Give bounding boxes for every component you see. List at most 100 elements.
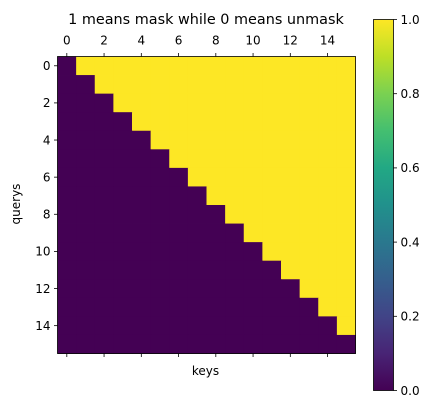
heatmap-cell — [318, 242, 338, 262]
heatmap-frame — [57, 56, 356, 354]
heatmap-cell — [57, 130, 77, 150]
heatmap-cell — [132, 316, 152, 336]
heatmap-cell — [336, 242, 356, 262]
heatmap-cell — [206, 149, 226, 169]
heatmap-cell — [169, 316, 189, 336]
heatmap-cell — [206, 242, 226, 262]
heatmap-cell — [169, 279, 189, 299]
heatmap-cell — [132, 167, 152, 187]
heatmap-cell — [243, 167, 263, 187]
heatmap-cell — [57, 316, 77, 336]
heatmap-cell — [225, 56, 245, 76]
heatmap-cell — [113, 75, 133, 95]
y-tick-label: 2 — [43, 96, 51, 110]
heatmap-cell — [113, 242, 133, 262]
heatmap-cell — [262, 149, 282, 169]
heatmap-cell — [262, 297, 282, 317]
heatmap-cell — [281, 260, 301, 280]
heatmap-cell — [169, 186, 189, 206]
heatmap-cell — [76, 242, 96, 262]
colorbar-tick-label: 0.4 — [401, 235, 420, 249]
heatmap-cell — [318, 167, 338, 187]
heatmap-cell — [132, 334, 152, 354]
heatmap-cell — [243, 56, 263, 76]
heatmap-cell — [281, 93, 301, 113]
heatmap-cell — [150, 223, 170, 243]
heatmap-cell — [113, 223, 133, 243]
heatmap-cell — [243, 297, 263, 317]
heatmap-cell — [57, 167, 77, 187]
heatmap-cell — [318, 75, 338, 95]
heatmap-cell — [187, 167, 207, 187]
heatmap-cell — [76, 75, 96, 95]
y-axis-label: querys — [9, 184, 23, 225]
heatmap-cell — [169, 242, 189, 262]
heatmap-cell — [243, 334, 263, 354]
heatmap-cell — [262, 75, 282, 95]
heatmap-cell — [94, 279, 114, 299]
heatmap-cell — [150, 242, 170, 262]
heatmap-cell — [336, 297, 356, 317]
heatmap-cell — [318, 297, 338, 317]
heatmap-cell — [318, 205, 338, 224]
heatmap-cell — [281, 334, 301, 354]
y-tick-label: 4 — [43, 133, 51, 147]
x-tick-label: 2 — [100, 34, 108, 48]
heatmap-cell — [299, 186, 319, 206]
heatmap-cell — [318, 316, 338, 336]
heatmap-cell — [206, 260, 226, 280]
heatmap-cell — [262, 279, 282, 299]
heatmap-cell — [132, 297, 152, 317]
heatmap-cell — [299, 242, 319, 262]
heatmap-cell — [150, 260, 170, 280]
colorbar-tick-label: 0.0 — [401, 384, 420, 398]
heatmap-cell — [187, 130, 207, 150]
heatmap-cell — [76, 223, 96, 243]
heatmap-cell — [318, 279, 338, 299]
heatmap-cell — [57, 260, 77, 280]
heatmap-cell — [150, 279, 170, 299]
heatmap-cell — [225, 242, 245, 262]
heatmap-cell — [94, 316, 114, 336]
heatmap-cell — [113, 316, 133, 336]
heatmap-cell — [187, 297, 207, 317]
heatmap-cell — [94, 334, 114, 354]
heatmap-cell — [336, 56, 356, 76]
heatmap-cell — [225, 167, 245, 187]
heatmap-cell — [76, 186, 96, 206]
heatmap-cell — [113, 186, 133, 206]
heatmap-cell — [187, 279, 207, 299]
y-tick-label: 10 — [35, 245, 50, 259]
heatmap-cell — [243, 316, 263, 336]
heatmap-cell — [169, 112, 189, 132]
heatmap-cell — [94, 56, 114, 76]
heatmap-cell — [336, 130, 356, 150]
heatmap-cell — [150, 130, 170, 150]
heatmap-cell — [262, 242, 282, 262]
heatmap-cell — [94, 149, 114, 169]
colorbar — [373, 19, 394, 391]
heatmap-cell — [57, 279, 77, 299]
heatmap-cell — [299, 205, 319, 224]
heatmap-cell — [132, 93, 152, 113]
heatmap-cell — [281, 205, 301, 224]
heatmap-cell — [318, 112, 338, 132]
y-tick-label: 8 — [43, 208, 51, 222]
heatmap-cell — [243, 130, 263, 150]
heatmap-cell — [132, 205, 152, 224]
heatmap-cell — [187, 56, 207, 76]
heatmap-cell — [187, 149, 207, 169]
heatmap-cell — [113, 56, 133, 76]
heatmap-cell — [150, 205, 170, 224]
heatmap-cell — [225, 334, 245, 354]
x-axis-label: keys — [192, 364, 219, 378]
y-tick-label: 12 — [35, 282, 50, 296]
heatmap-cell — [243, 93, 263, 113]
heatmap-cell — [187, 205, 207, 224]
chart-title: 1 means mask while 0 means unmask — [68, 12, 344, 28]
heatmap-cell — [281, 186, 301, 206]
heatmap-cell — [132, 130, 152, 150]
heatmap-cell — [57, 205, 77, 224]
heatmap-cell — [169, 149, 189, 169]
heatmap-cell — [281, 297, 301, 317]
